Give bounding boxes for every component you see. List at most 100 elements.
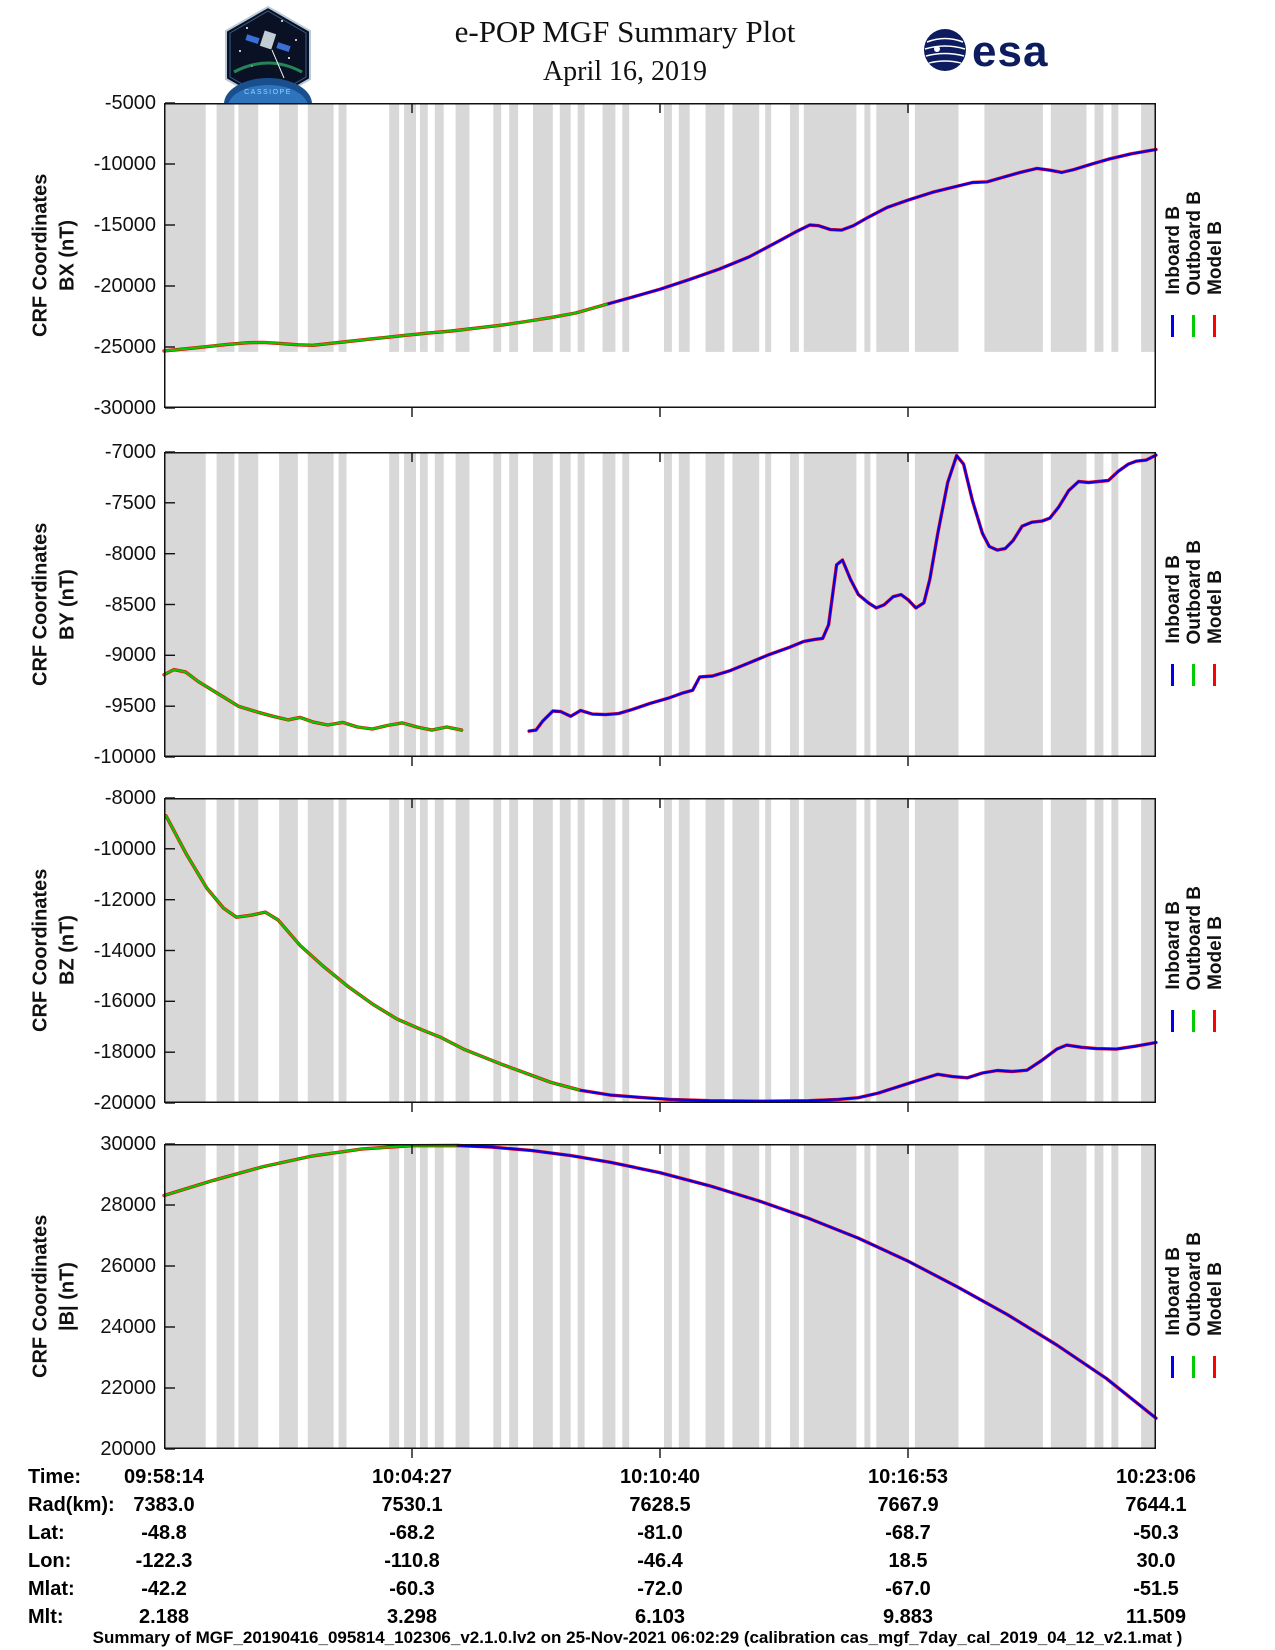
data-gap-band [1111, 1144, 1119, 1449]
table-cell-r2-c1: -68.2 [389, 1522, 435, 1544]
data-gap-band [765, 452, 772, 757]
data-gap-band [509, 798, 519, 1103]
data-gap-band [1141, 452, 1156, 757]
legend-swatch-outboard-BX [1192, 315, 1195, 337]
data-gap-band [493, 452, 502, 757]
data-gap-band [419, 798, 428, 1103]
data-gap-band [678, 1144, 690, 1449]
legend-swatch-model-BY [1213, 664, 1216, 686]
data-gap-band [602, 798, 616, 1103]
data-gap-band [1141, 798, 1156, 1103]
data-gap-band [790, 1144, 799, 1449]
legend-label-model-b-BY: Model B [1205, 570, 1226, 644]
table-cell-r3-c1: -110.8 [384, 1550, 440, 1572]
ytick-label-|B|-24000: 24000 [100, 1316, 156, 1338]
data-gap-band [622, 452, 630, 757]
data-gap-band [1111, 452, 1119, 757]
data-gap-band [509, 452, 519, 757]
page-title: e-POP MGF Summary Plot [454, 14, 796, 49]
data-gap-band [238, 103, 259, 352]
legend-label-model-b-|B|: Model B [1205, 1262, 1226, 1336]
ytick-label-|B|-28000: 28000 [100, 1194, 156, 1216]
legend-label-outboard-b-BZ: Outboard B [1184, 885, 1205, 991]
data-gap-band [1111, 798, 1119, 1103]
data-gap-band [790, 452, 799, 757]
data-gap-band [559, 103, 571, 352]
data-gap-band [622, 103, 630, 352]
data-gap-band [914, 798, 959, 1103]
ytick-label-BY--9500: -9500 [104, 695, 156, 718]
data-gap-band [307, 1144, 334, 1449]
data-gap-band [664, 452, 672, 757]
ytick-label-BX--10000: -10000 [93, 153, 156, 175]
data-gap-band [1050, 103, 1087, 352]
legend-label-inboard-b-BX: Inboard B [1163, 206, 1184, 295]
yaxis-label-coord-BY: CRF Coordinates [29, 522, 52, 687]
data-gap-band [602, 1144, 616, 1449]
data-gap-band [765, 1144, 772, 1449]
ytick-label-BY--9000: -9000 [104, 644, 156, 667]
data-gap-band [165, 103, 206, 352]
table-cell-r0-c0: 09:58:14 [123, 1466, 205, 1488]
legend-label-model-b-BX: Model B [1205, 221, 1226, 295]
data-gap-band [238, 1144, 259, 1449]
ytick-label-|B|-30000: 30000 [100, 1133, 156, 1155]
table-cell-r4-c0: -42.2 [141, 1578, 187, 1600]
data-gap-band [622, 798, 630, 1103]
data-gap-band [389, 452, 400, 757]
ytick-label-BZ--12000: -12000 [93, 888, 156, 911]
esa-emblem-icon [924, 29, 966, 71]
data-gap-band [238, 798, 259, 1103]
data-gap-band [419, 103, 428, 352]
data-gap-band [389, 1144, 400, 1449]
data-gap-band [434, 1144, 444, 1449]
data-gap-band [664, 1144, 672, 1449]
table-row-label-lon: Lon: [28, 1550, 72, 1572]
data-gap-band [732, 452, 760, 757]
ytick-label-|B|-20000: 20000 [100, 1438, 156, 1460]
data-gap-band [455, 1144, 470, 1449]
data-gap-band [279, 1144, 298, 1449]
data-gap-band [493, 798, 502, 1103]
data-gap-band [1094, 103, 1104, 352]
data-gap-band [238, 452, 259, 757]
data-gap-band [559, 1144, 571, 1449]
data-gap-band [559, 452, 571, 757]
data-gap-band [577, 1144, 585, 1449]
data-gap-band [864, 798, 871, 1103]
table-cell-r2-c0: -48.8 [141, 1522, 187, 1544]
legend-swatch-inboard-|B| [1171, 1356, 1174, 1378]
data-gap-band [455, 103, 470, 352]
data-gap-band [678, 452, 690, 757]
data-gap-band [984, 798, 1043, 1103]
legend-swatch-inboard-BZ [1171, 1010, 1174, 1032]
file-summary-footer: Summary of MGF_20190416_095814_102306_v2… [92, 1628, 1183, 1647]
panel-BY-plot [162, 451, 1158, 766]
data-gap-band [533, 103, 553, 352]
data-gap-band [455, 798, 470, 1103]
table-cell-r3-c4: 30.0 [1136, 1550, 1176, 1572]
cassiope-mission-patch: CASSIOPE [224, 6, 312, 104]
data-gap-band [307, 798, 334, 1103]
series-inboard-b-BZ [579, 1041, 1158, 1103]
legend-label-inboard-b-BZ: Inboard B [1163, 901, 1184, 990]
data-gap-band [404, 1144, 416, 1449]
series-outboard-b-BY [162, 668, 463, 732]
ytick-label-BX--30000: -30000 [93, 397, 156, 419]
data-gap-band [705, 1144, 725, 1449]
data-gap-band [216, 103, 235, 352]
data-gap-band [509, 1144, 519, 1449]
data-gap-band [984, 452, 1043, 757]
data-gap-band [602, 103, 616, 352]
ytick-label-|B|-26000: 26000 [100, 1255, 156, 1277]
data-gap-band [1050, 1144, 1087, 1449]
ytick-label-BZ--14000: -14000 [93, 939, 156, 962]
yaxis-label-component-BZ: BZ (nT) [56, 915, 79, 986]
ytick-label-BY--8000: -8000 [104, 542, 156, 565]
data-gap-band [1094, 1144, 1104, 1449]
data-gap-band [419, 452, 428, 757]
data-gap-band [307, 452, 334, 757]
data-gap-band [864, 1144, 871, 1449]
data-gap-band [533, 1144, 553, 1449]
